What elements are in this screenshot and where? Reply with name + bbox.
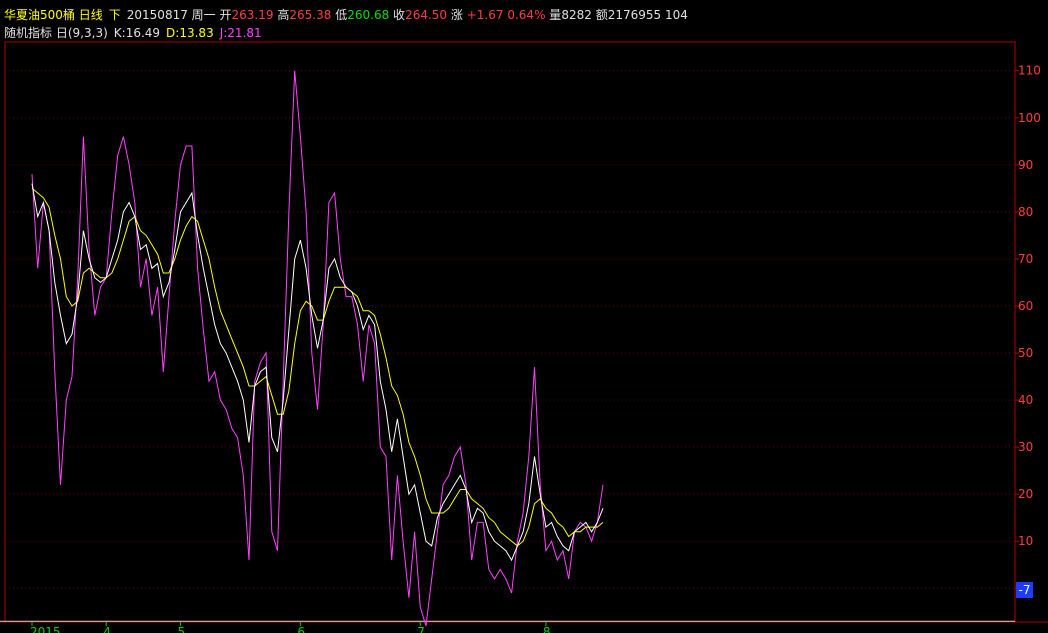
indicator-period: 日	[55, 26, 68, 40]
change-value: +1.67	[466, 8, 504, 22]
y-tick-label: 40	[1018, 393, 1033, 407]
y-tick-label: 60	[1018, 299, 1033, 313]
y-tick-label: 50	[1018, 346, 1033, 360]
amount-label: 额	[595, 8, 608, 22]
x-tick-label: 6	[297, 625, 305, 633]
cursor-value-box: -7	[1016, 582, 1033, 598]
quote-bar: 华夏油500桶 日线下 20150817 周一 开263.19 高265.38 低…	[4, 8, 688, 22]
grid-layer	[5, 70, 1015, 589]
k-value: 16.49	[125, 26, 161, 40]
plot-frame	[4, 41, 1016, 623]
indicator-bar: 随机指标 日(9,3,3) K:16.49 D:13.83 J:21.81	[4, 26, 262, 40]
high-value: 265.38	[289, 8, 332, 22]
x-tick-label: 2015	[30, 625, 61, 633]
y-tick-label: 100	[1018, 111, 1041, 125]
change-label: 涨	[450, 8, 463, 22]
low-value: 260.68	[347, 8, 390, 22]
indicator-params: (9,3,3)	[67, 26, 108, 40]
y-tick-label: 90	[1018, 158, 1033, 172]
y-tick-label: 80	[1018, 205, 1033, 219]
x-tick-label: 8	[543, 625, 551, 633]
open-value: 263.19	[231, 8, 274, 22]
direction-label: 下	[108, 8, 121, 22]
extra-value: 104	[664, 8, 688, 22]
period-label[interactable]: 日线	[78, 8, 103, 22]
low-label: 低	[335, 8, 348, 22]
d-value: 13.83	[179, 26, 214, 40]
close-value: 264.50	[405, 8, 448, 22]
indicator-name[interactable]: 随机指标	[4, 26, 53, 40]
weekday-value: 周一	[191, 8, 216, 22]
instrument-name[interactable]: 华夏油500桶	[4, 8, 75, 22]
series-line-j	[31, 70, 604, 627]
x-tick-label: 4	[103, 625, 111, 633]
close-label: 收	[393, 8, 406, 22]
x-tick-label: 5	[177, 625, 185, 633]
y-tick-label: 10	[1018, 534, 1033, 548]
k-label: K:	[113, 26, 126, 40]
volume-value: 8282	[561, 8, 592, 22]
amount-value: 2176955	[607, 8, 662, 22]
open-label: 开	[219, 8, 232, 22]
series-line-d	[31, 187, 604, 547]
d-label: D:	[166, 26, 180, 40]
volume-label: 量	[549, 8, 562, 22]
axis-layer: 0102030405060708090100110201545678	[0, 41, 1048, 633]
series-line-k	[31, 183, 604, 562]
y-tick-label: 70	[1018, 252, 1033, 266]
high-label: 高	[277, 8, 290, 22]
x-tick-label: 7	[417, 625, 425, 633]
series-layer	[31, 70, 604, 627]
y-tick-label: 110	[1018, 64, 1041, 78]
j-label: J:	[219, 26, 228, 40]
date-value: 20150817	[126, 8, 188, 22]
j-value: 21.81	[227, 26, 262, 40]
y-tick-label: 30	[1018, 440, 1033, 454]
y-tick-label: 20	[1018, 487, 1033, 501]
change-percent: 0.64%	[507, 8, 546, 22]
